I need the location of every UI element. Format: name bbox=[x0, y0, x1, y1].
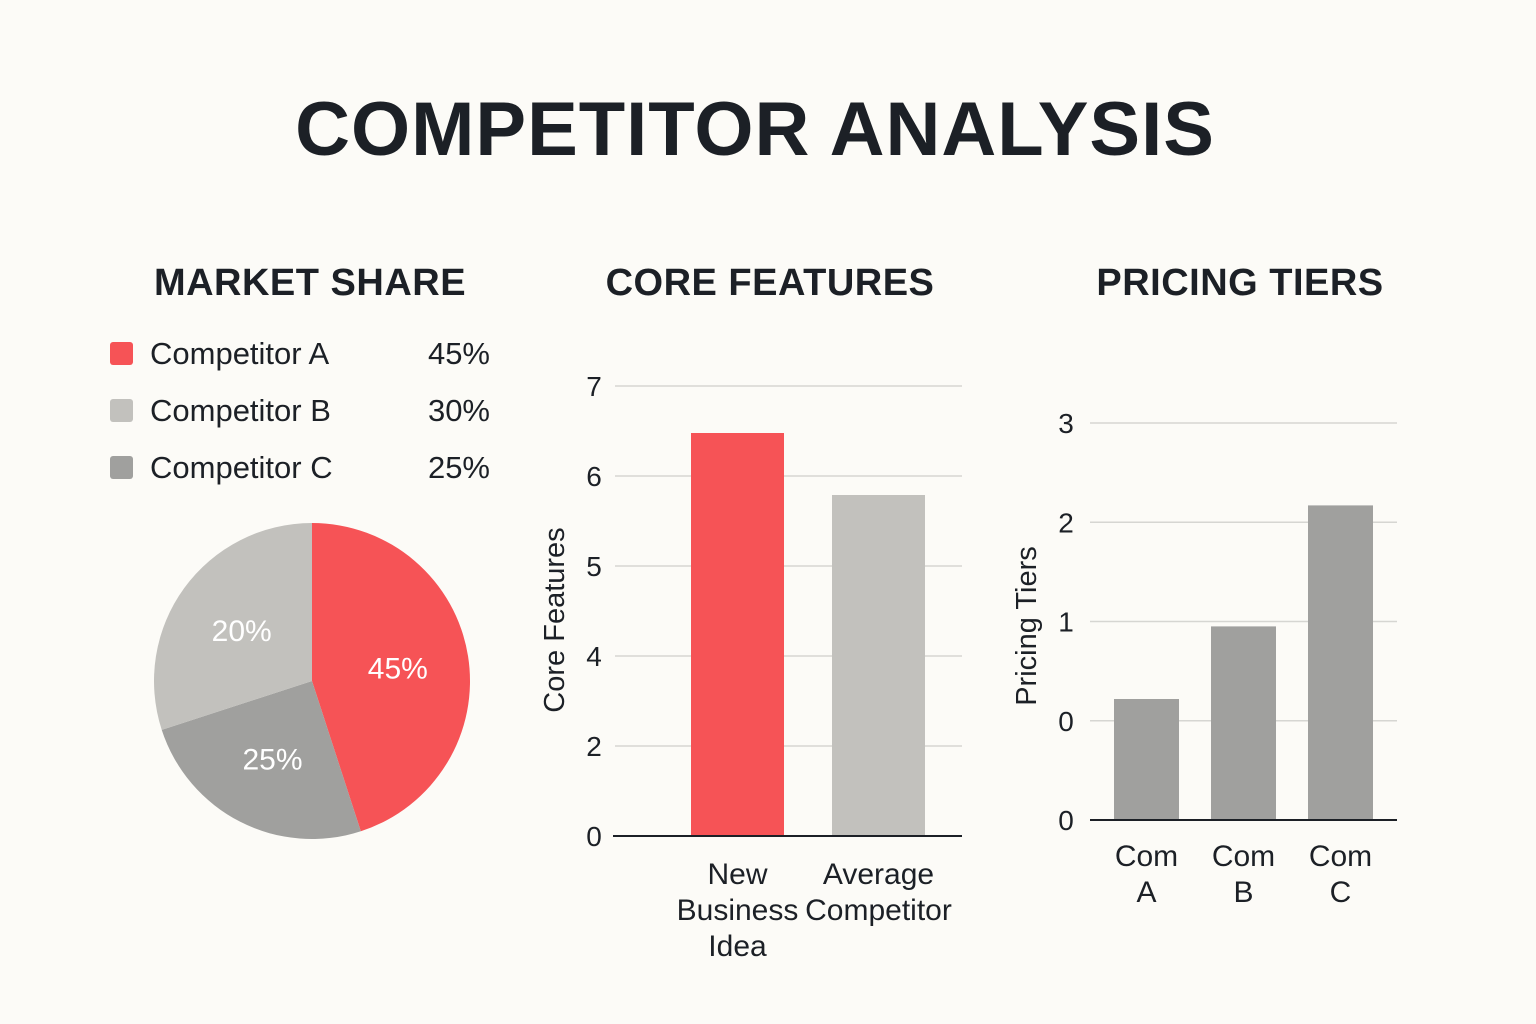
legend-value: 30% bbox=[427, 393, 490, 428]
market-share-title: MARKET SHARE bbox=[153, 262, 467, 304]
pie-slice-competitor-a bbox=[312, 523, 471, 832]
core-features-y-tick-label: 7 bbox=[586, 371, 602, 402]
pricing-tiers-y-tick-label: 0 bbox=[1058, 706, 1074, 737]
pricing-tiers-bar-3 bbox=[1308, 505, 1373, 820]
pie-slice-label: 45% bbox=[368, 652, 428, 685]
pricing-tiers-y-tick-label: 0 bbox=[1058, 805, 1074, 836]
pricing-tiers-y-tick-label: 2 bbox=[1058, 507, 1074, 538]
pricing-tiers-y-tick-label: 3 bbox=[1058, 408, 1074, 439]
core-features-x-tick-label: New bbox=[707, 858, 767, 891]
pricing-tiers-y-tick-label: 1 bbox=[1058, 607, 1074, 638]
pricing-tiers-x-tick-label: Com bbox=[1212, 840, 1275, 873]
legend-label: Competitor B bbox=[150, 393, 331, 428]
core-features-y-tick-label: 2 bbox=[586, 731, 602, 762]
legend-item-competitor-c: Competitor C 25% bbox=[110, 448, 490, 488]
legend-item-competitor-a: Competitor A 45% bbox=[110, 334, 490, 374]
legend-swatch-competitor-a bbox=[110, 342, 133, 365]
pricing-tiers-bar-2 bbox=[1211, 626, 1276, 820]
pricing-tiers-x-tick-label: B bbox=[1233, 876, 1253, 909]
pie-slice-label: 20% bbox=[212, 615, 272, 648]
core-features-x-tick-label: Competitor bbox=[805, 894, 952, 927]
pricing-tiers-title: PRICING TIERS bbox=[1096, 262, 1384, 304]
pricing-tiers-x-tick-label: A bbox=[1136, 876, 1156, 909]
legend-value: 45% bbox=[427, 336, 490, 371]
pie-slice-competitor-c bbox=[161, 681, 361, 840]
pricing-tiers-x-tick-label: Com bbox=[1115, 840, 1178, 873]
legend-item-competitor-b: Competitor B 30% bbox=[110, 391, 490, 431]
core-features-x-tick-label: Idea bbox=[708, 930, 767, 963]
pricing-tiers-y-axis-label: Pricing Tiers bbox=[1011, 546, 1043, 706]
core-features-y-axis-label: Core Features bbox=[539, 527, 571, 712]
core-features-y-tick-label: 6 bbox=[586, 461, 602, 492]
legend-value: 25% bbox=[427, 450, 490, 485]
core-features-bar-1 bbox=[691, 433, 784, 836]
core-features-y-tick-label: 5 bbox=[586, 551, 602, 582]
pricing-tiers-x-tick-label: Com bbox=[1309, 840, 1372, 873]
legend-swatch-competitor-c bbox=[110, 456, 133, 479]
legend-label: Competitor C bbox=[150, 450, 333, 485]
pie-slice-competitor-b bbox=[153, 523, 312, 730]
core-features-bar-2 bbox=[832, 495, 925, 836]
core-features-title: CORE FEATURES bbox=[605, 262, 935, 304]
pricing-tiers-x-tick-label: C bbox=[1330, 876, 1352, 909]
core-features-y-tick-label: 4 bbox=[586, 641, 602, 672]
page-title: COMPETITOR ANALYSIS bbox=[295, 87, 1215, 172]
core-features-y-tick-label: 0 bbox=[586, 821, 602, 852]
legend-label: Competitor A bbox=[150, 336, 330, 371]
legend-swatch-competitor-b bbox=[110, 399, 133, 422]
pricing-tiers-bar-1 bbox=[1114, 699, 1179, 820]
pie-slice-label: 25% bbox=[242, 743, 302, 776]
core-features-x-tick-label: Business bbox=[677, 894, 799, 927]
core-features-x-tick-label: Average bbox=[823, 858, 934, 891]
